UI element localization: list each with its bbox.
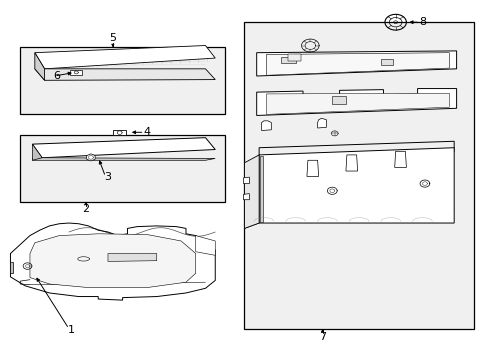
- Text: 4: 4: [143, 127, 150, 137]
- Polygon shape: [35, 69, 215, 80]
- Polygon shape: [394, 151, 406, 167]
- Polygon shape: [30, 234, 195, 288]
- Bar: [380, 59, 392, 65]
- Bar: [260, 156, 262, 222]
- Polygon shape: [243, 177, 249, 184]
- Polygon shape: [261, 121, 271, 131]
- Polygon shape: [317, 118, 326, 128]
- Text: 6: 6: [53, 71, 60, 81]
- Polygon shape: [35, 53, 44, 80]
- Bar: [244, 22, 473, 329]
- Polygon shape: [35, 45, 215, 69]
- Polygon shape: [266, 53, 448, 75]
- Polygon shape: [259, 141, 453, 158]
- Polygon shape: [113, 130, 126, 135]
- Text: 7: 7: [318, 332, 325, 342]
- Text: 8: 8: [418, 17, 425, 27]
- Polygon shape: [259, 148, 453, 223]
- Polygon shape: [244, 155, 259, 228]
- Polygon shape: [10, 223, 215, 300]
- Polygon shape: [10, 262, 13, 273]
- Bar: [70, 69, 82, 75]
- Polygon shape: [266, 93, 448, 114]
- Text: 5: 5: [109, 33, 116, 43]
- Polygon shape: [256, 89, 456, 116]
- Polygon shape: [243, 194, 249, 200]
- Polygon shape: [32, 158, 215, 160]
- Text: 3: 3: [104, 172, 111, 182]
- Text: 1: 1: [68, 325, 75, 335]
- Bar: [20, 47, 224, 114]
- Bar: [20, 135, 224, 202]
- Polygon shape: [306, 160, 318, 176]
- Bar: [288, 54, 300, 61]
- Polygon shape: [345, 155, 357, 171]
- Polygon shape: [108, 253, 157, 261]
- Polygon shape: [195, 235, 215, 255]
- Bar: [331, 96, 345, 104]
- Bar: [281, 57, 295, 63]
- Polygon shape: [32, 144, 42, 160]
- Polygon shape: [86, 154, 95, 161]
- Polygon shape: [32, 138, 215, 158]
- Text: 2: 2: [82, 204, 89, 215]
- Polygon shape: [256, 51, 456, 76]
